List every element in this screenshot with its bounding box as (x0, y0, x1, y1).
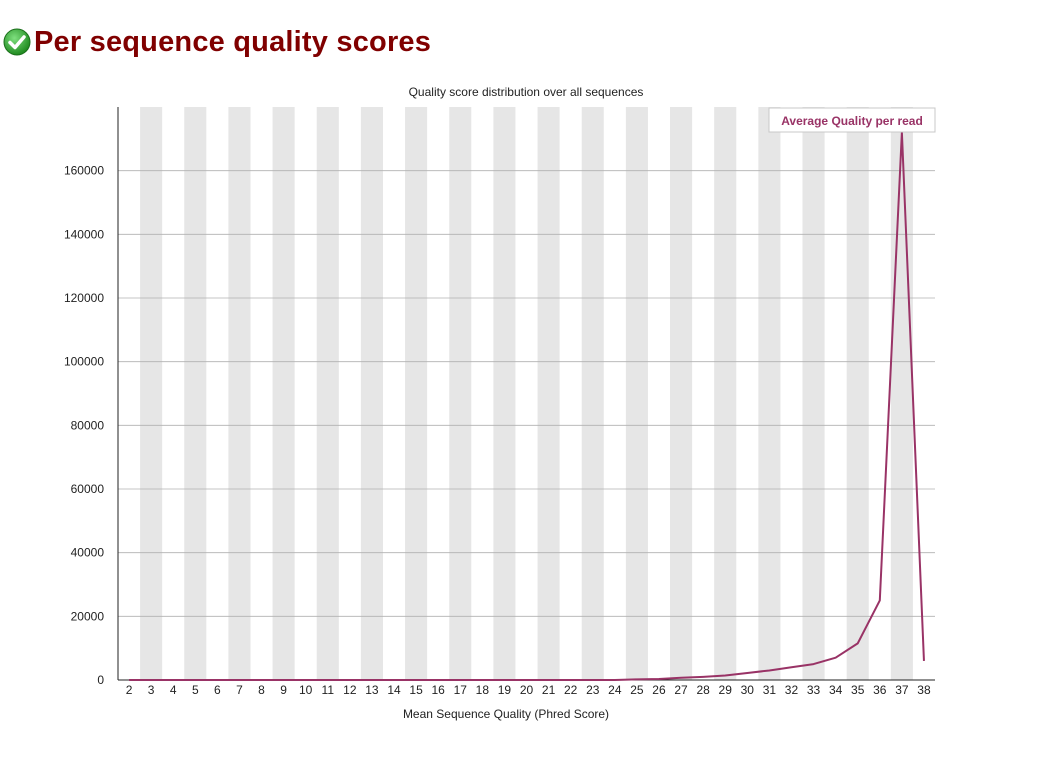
x-tick-label: 13 (365, 683, 379, 697)
quality-score-chart: 0 20000 40000 60000 80000 100000 120000 140000 1… (64, 85, 936, 721)
x-tick-label: 16 (431, 683, 445, 697)
x-tick-label: 24 (608, 683, 622, 697)
x-tick-label: 15 (409, 683, 423, 697)
x-axis-label: Mean Sequence Quality (Phred Score) (403, 707, 609, 721)
x-tick-label: 10 (299, 683, 313, 697)
chart-title: Quality score distribution over all sequ… (409, 85, 644, 99)
page-header: Per sequence quality scores (2, 22, 431, 62)
x-tick-label: 33 (807, 683, 821, 697)
x-tick-label: 34 (829, 683, 843, 697)
x-tick-label: 26 (652, 683, 666, 697)
x-tick-label: 17 (454, 683, 468, 697)
gridlines (118, 170, 935, 617)
band (758, 107, 781, 680)
x-tick-label: 35 (851, 683, 865, 697)
band (272, 107, 295, 680)
band (537, 107, 560, 680)
legend-label: Average Quality per read (781, 114, 923, 128)
y-tick-label: 20000 (71, 609, 105, 623)
legend-box (768, 107, 936, 133)
y-tick-label: 60000 (71, 482, 105, 496)
x-tick-label: 36 (873, 683, 887, 697)
page-title: Per sequence quality scores (34, 25, 432, 58)
band (890, 107, 913, 680)
alternating-bands (140, 107, 913, 680)
y-tick-label: 140000 (64, 227, 104, 241)
band (802, 107, 825, 680)
x-tick-label: 2 (126, 683, 133, 697)
x-tick-label: 6 (214, 683, 221, 697)
x-tick-label: 30 (741, 683, 755, 697)
y-tick-label: 160000 (64, 164, 104, 178)
x-tick-label: 32 (785, 683, 799, 697)
band (184, 107, 207, 680)
band (316, 107, 339, 680)
check-circle-icon (3, 28, 31, 56)
band (493, 107, 516, 680)
x-tick-label: 19 (498, 683, 512, 697)
x-tick-label: 29 (719, 683, 733, 697)
band (405, 107, 428, 680)
legend: Average Quality per read (768, 107, 936, 133)
x-tick-labels: 2 3 4 5 6 7 8 9 10 11 12 13 14 15 16 17 18 19 20 21 22 23 24 25… (126, 683, 931, 697)
band (846, 107, 869, 680)
y-tick-label: 100000 (64, 355, 104, 369)
series-lines (129, 131, 925, 681)
x-tick-label: 11 (322, 683, 335, 697)
x-tick-label: 28 (696, 683, 710, 697)
x-tick-label: 9 (280, 683, 287, 697)
y-tick-label: 120000 (64, 291, 104, 305)
x-tick-label: 12 (343, 683, 357, 697)
x-tick-label: 5 (192, 683, 199, 697)
band (625, 107, 648, 680)
band (670, 107, 693, 680)
x-tick-label: 27 (674, 683, 688, 697)
x-tick-label: 3 (148, 683, 155, 697)
y-tick-label: 80000 (71, 418, 105, 432)
y-tick-labels: 0 20000 40000 60000 80000 100000 120000 140000 1… (64, 164, 104, 687)
x-tick-label: 31 (763, 683, 777, 697)
band (360, 107, 383, 680)
band (581, 107, 604, 680)
x-tick-label: 37 (895, 683, 909, 697)
band (714, 107, 737, 680)
x-tick-label: 18 (476, 683, 490, 697)
band (449, 107, 472, 680)
x-tick-label: 21 (542, 683, 556, 697)
x-tick-label: 14 (387, 683, 401, 697)
x-tick-label: 23 (586, 683, 600, 697)
x-tick-label: 25 (630, 683, 644, 697)
x-tick-label: 4 (170, 683, 177, 697)
x-tick-label: 8 (258, 683, 265, 697)
y-tick-label: 0 (97, 673, 104, 687)
band (228, 107, 251, 680)
x-tick-label: 7 (236, 683, 243, 697)
x-tick-label: 38 (917, 683, 931, 697)
band (140, 107, 163, 680)
x-tick-label: 22 (564, 683, 578, 697)
x-tick-label: 20 (520, 683, 534, 697)
y-tick-label: 40000 (71, 546, 105, 560)
series-line (129, 131, 925, 681)
